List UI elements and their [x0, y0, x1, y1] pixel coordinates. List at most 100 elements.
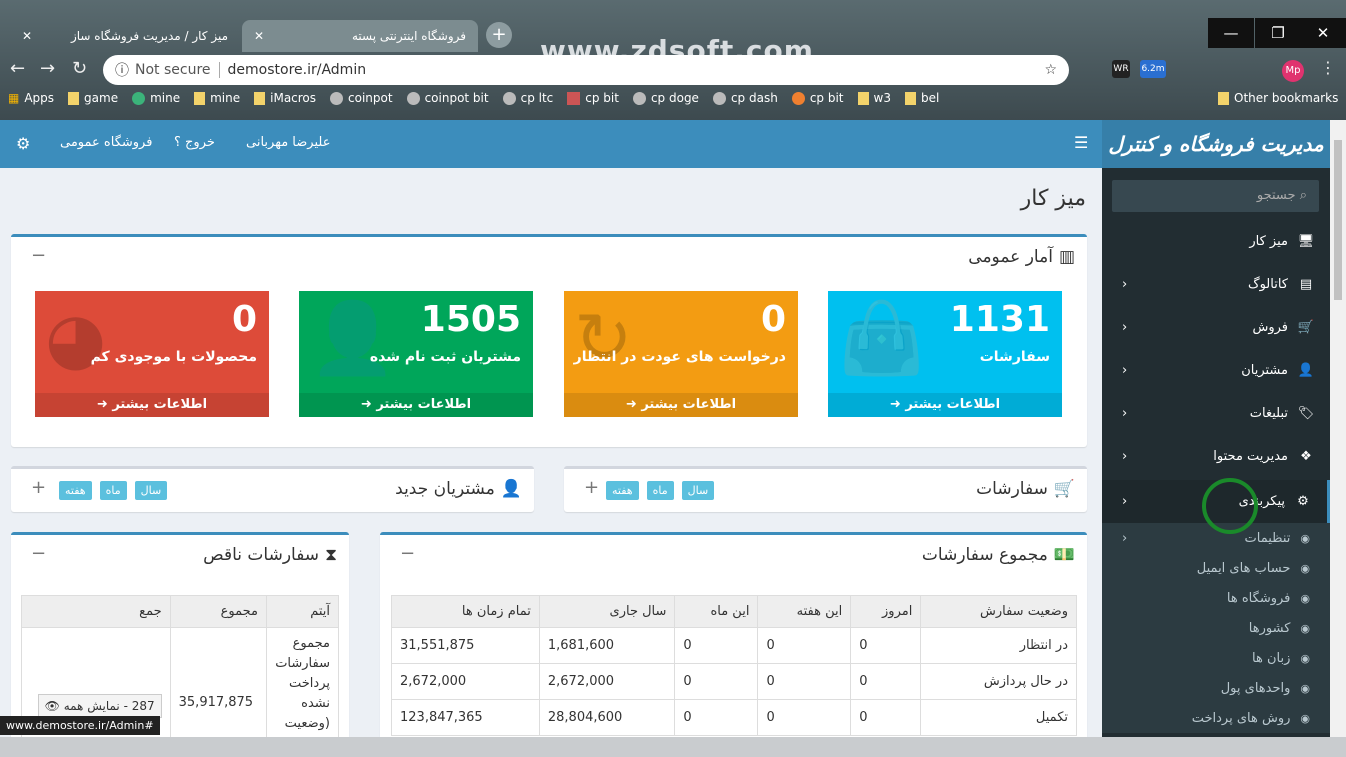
circle-icon: ◉	[1300, 651, 1310, 665]
extension-wr[interactable]: WR	[1112, 60, 1130, 78]
close-tab-icon[interactable]: ✕	[22, 29, 33, 43]
new-tab-button[interactable]: +	[486, 22, 512, 48]
bookmark[interactable]: coinpot	[330, 91, 393, 105]
globe-icon	[330, 91, 344, 105]
profile-avatar[interactable]: Mp	[1282, 60, 1304, 82]
other-bookmarks[interactable]: Other bookmarks	[1218, 91, 1338, 105]
more-info-link[interactable]: اطلاعات بیشتر ➜	[35, 393, 269, 417]
address-bar[interactable]: ⓘ Not secure demostore.ir/Admin ☆	[103, 55, 1069, 85]
close-tab-icon[interactable]: ✕	[254, 29, 265, 43]
sidebar-subitem[interactable]: ◉ کشورها	[1102, 613, 1330, 643]
order-totals-box: 💵 مجموع سفارشات − وضعیت سفارش امروز این هفت…	[380, 532, 1087, 752]
sidebar-item-catalog[interactable]: ▤ کاتالوگ ‹	[1102, 263, 1330, 306]
sidebar-item-cms[interactable]: ❖ مدیریت محتوا ‹	[1102, 435, 1330, 478]
expand-icon[interactable]: +	[31, 477, 47, 498]
bookmark[interactable]: cp bit	[567, 91, 619, 105]
pill-month[interactable]: ماه	[646, 481, 674, 500]
more-info-link[interactable]: اطلاعات بیشتر ➜	[564, 393, 798, 417]
col-header: وضعیت سفارش	[920, 595, 1077, 628]
restore-button[interactable]: ❐	[1255, 18, 1301, 48]
collapse-icon[interactable]: −	[31, 543, 47, 564]
bookmark[interactable]: cp dash	[712, 91, 778, 105]
chevron-left-icon: ‹	[1122, 406, 1128, 421]
logout-link[interactable]: خروج ؟	[174, 135, 215, 150]
store-link[interactable]: فروشگاه عمومی	[60, 135, 153, 150]
sidebar-search-input[interactable]: ⌕ جستجو	[1112, 180, 1319, 212]
browser-tab[interactable]: میز کار / مدیریت فروشگاه ساز ✕	[10, 20, 240, 52]
col-header: آیتم	[266, 595, 339, 628]
bookmark[interactable]: game	[68, 91, 118, 105]
sidebar-item-dashboard[interactable]: 🖥 میز کار	[1249, 234, 1315, 249]
logo[interactable]: مدیریت فروشگاه و کنترل محتوا	[1102, 120, 1330, 204]
collapse-icon[interactable]: −	[31, 245, 47, 266]
star-icon[interactable]: ☆	[1044, 62, 1057, 78]
sidebar-subitem[interactable]: ◉ روش های پرداخت	[1102, 703, 1330, 733]
forward-icon[interactable]: →	[40, 58, 56, 79]
sidebar-item-promotions[interactable]: 🏷 تبلیغات ‹	[1122, 406, 1315, 421]
pill-year[interactable]: سال	[134, 481, 168, 500]
col-header: این ماه	[674, 595, 759, 628]
more-info-link[interactable]: اطلاعات بیشتر ➜	[828, 393, 1062, 417]
col-header: تمام زمان ها	[391, 595, 540, 628]
close-window-button[interactable]: ✕	[1300, 18, 1346, 48]
scrollbar[interactable]	[1330, 120, 1346, 737]
more-info-link[interactable]: اطلاعات بیشتر ➜	[299, 393, 533, 417]
sidebar-subitem[interactable]: ◉ حساب های ایمیل	[1102, 553, 1330, 583]
bookmark[interactable]: mine	[132, 91, 180, 105]
pill-week[interactable]: هفته	[606, 481, 639, 500]
chevron-left-icon: ‹	[1122, 363, 1128, 378]
bottom-bar	[0, 737, 1346, 757]
bookmark[interactable]: w3	[857, 91, 891, 105]
bookmark[interactable]: cp doge	[632, 91, 699, 105]
sidebar-item-customers[interactable]: 👤 مشتریان ‹	[1122, 363, 1315, 378]
url-text[interactable]: demostore.ir/Admin	[227, 62, 367, 78]
click-highlight	[1202, 478, 1258, 534]
stat-tile-returns: ↻ 0 درخواست های عودت در انتظار اطلاعات بیشت…	[564, 291, 798, 417]
extension-counter[interactable]: 6.2m	[1140, 60, 1166, 78]
tab-title: میز کار / مدیریت فروشگاه ساز	[70, 29, 228, 43]
stat-tile-orders: 👜 1131 سفارشات اطلاعات بیشتر ➜	[828, 291, 1062, 417]
user-name[interactable]: علیرضا مهربانی	[246, 135, 331, 150]
sidebar-subitem[interactable]: ◉ واحدهای پول	[1102, 673, 1330, 703]
hamburger-icon[interactable]: ☰	[1074, 133, 1089, 152]
sidebar-subitem[interactable]: ◉ فروشگاه ها	[1102, 583, 1330, 613]
view-all-button[interactable]: 287 - نمایش همه 👁	[37, 694, 162, 718]
menu-icon[interactable]: ⋮	[1320, 58, 1336, 77]
tag-icon: 🏷	[1297, 406, 1315, 421]
back-icon[interactable]: ←	[10, 58, 26, 79]
bookmark[interactable]: cp bit	[791, 91, 844, 105]
chevron-left-icon: ‹	[1122, 530, 1128, 546]
col-header: مجموع	[169, 595, 268, 628]
bookmark[interactable]: cp ltc	[502, 91, 553, 105]
pill-year[interactable]: سال	[681, 481, 715, 500]
expand-icon[interactable]: +	[584, 477, 600, 498]
pill-week[interactable]: هفته	[59, 481, 92, 500]
col-header: این هفته	[757, 595, 852, 628]
scrollbar-thumb[interactable]	[1334, 140, 1342, 300]
col-header: سال جاری	[538, 595, 676, 628]
refresh-icon: ↻	[574, 297, 633, 379]
bookmark[interactable]: mine	[194, 91, 240, 105]
sidebar-item-sales[interactable]: 🛒 فروش ‹	[1122, 320, 1315, 335]
minimize-button[interactable]: —	[1208, 18, 1254, 48]
info-icon: ⓘ	[115, 63, 129, 79]
settings-icon[interactable]: ⚙	[16, 134, 31, 153]
bookmark[interactable]: iMacros	[254, 91, 316, 105]
leaf-icon	[132, 91, 146, 105]
collapse-icon[interactable]: −	[400, 543, 416, 564]
folder-icon	[904, 91, 916, 105]
sidebar-subitem[interactable]: ◉ زبان ها	[1102, 643, 1330, 673]
bag-icon: 👜	[838, 297, 926, 379]
general-stats-box: ▥ آمار عمومی − 👜 1131 سفارشات اطلاعات بیشتر …	[11, 234, 1087, 447]
bookmark[interactable]: bel	[904, 91, 939, 105]
apps-icon: ▦	[8, 91, 20, 105]
bookmark[interactable]: coinpot bit	[406, 91, 489, 105]
box-title: 🛒 سفارشات	[976, 479, 1075, 499]
bookmark[interactable]: ▦ Apps	[8, 91, 55, 105]
tab-title: فروشگاه اینترنتی پسته	[351, 29, 466, 43]
circle-icon: ◉	[1300, 561, 1310, 575]
browser-tab-active[interactable]: فروشگاه اینترنتی پسته ✕	[242, 20, 478, 52]
reload-icon[interactable]: ↻	[72, 58, 88, 79]
pill-month[interactable]: ماه	[99, 481, 127, 500]
bar-chart-icon: ▥	[1058, 247, 1075, 267]
